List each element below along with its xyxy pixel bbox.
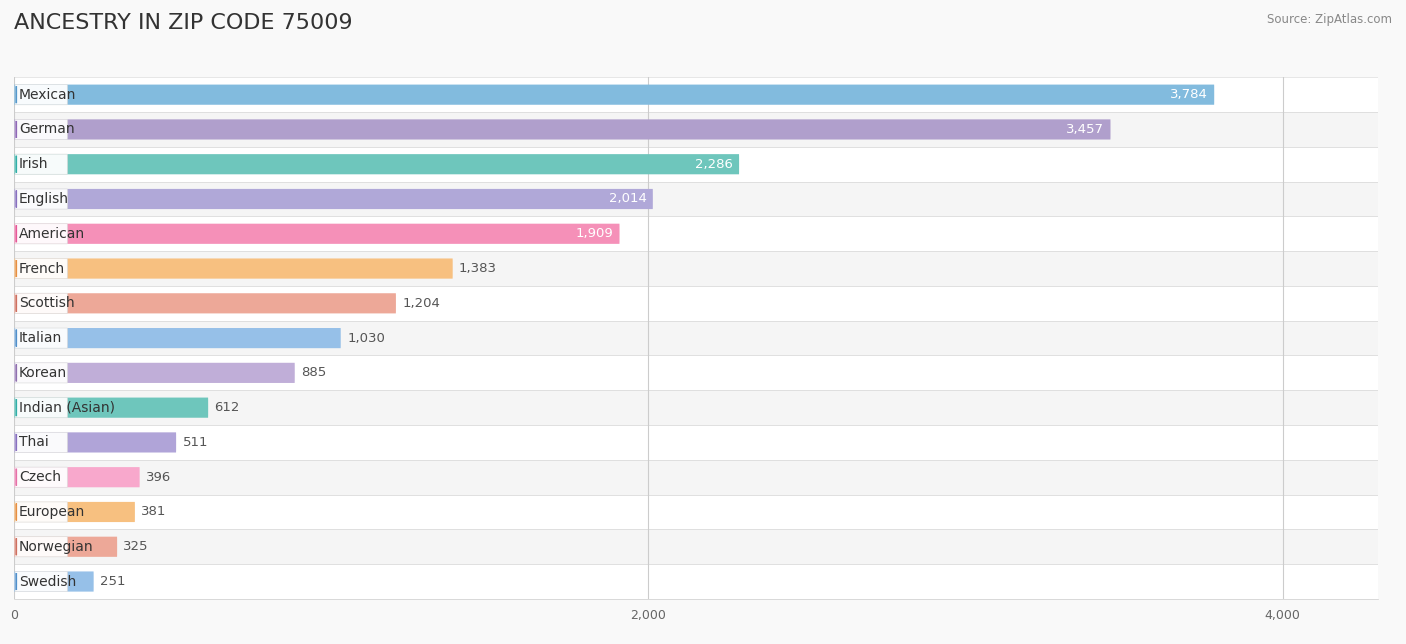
Bar bbox=[14, 77, 1378, 112]
Text: 1,204: 1,204 bbox=[402, 297, 440, 310]
FancyBboxPatch shape bbox=[14, 154, 740, 175]
FancyBboxPatch shape bbox=[15, 363, 67, 383]
FancyBboxPatch shape bbox=[14, 328, 340, 348]
FancyBboxPatch shape bbox=[15, 154, 67, 175]
Bar bbox=[14, 355, 1378, 390]
Text: 1,383: 1,383 bbox=[458, 262, 498, 275]
Text: American: American bbox=[18, 227, 86, 241]
Bar bbox=[14, 147, 1378, 182]
FancyBboxPatch shape bbox=[14, 119, 1111, 140]
FancyBboxPatch shape bbox=[14, 536, 117, 557]
Text: 612: 612 bbox=[215, 401, 240, 414]
Text: Czech: Czech bbox=[18, 470, 60, 484]
Text: Korean: Korean bbox=[18, 366, 67, 380]
FancyBboxPatch shape bbox=[15, 293, 67, 314]
Text: ANCESTRY IN ZIP CODE 75009: ANCESTRY IN ZIP CODE 75009 bbox=[14, 13, 353, 33]
Text: 1,909: 1,909 bbox=[575, 227, 613, 240]
Text: Thai: Thai bbox=[18, 435, 49, 450]
Text: 885: 885 bbox=[301, 366, 326, 379]
Text: European: European bbox=[18, 505, 86, 519]
Bar bbox=[14, 495, 1378, 529]
Bar bbox=[14, 564, 1378, 599]
Text: 381: 381 bbox=[141, 506, 167, 518]
Text: 3,457: 3,457 bbox=[1066, 123, 1104, 136]
FancyBboxPatch shape bbox=[14, 223, 620, 244]
FancyBboxPatch shape bbox=[14, 293, 396, 314]
Text: 396: 396 bbox=[146, 471, 172, 484]
Bar bbox=[14, 321, 1378, 355]
Text: 325: 325 bbox=[124, 540, 149, 553]
FancyBboxPatch shape bbox=[14, 571, 94, 592]
FancyBboxPatch shape bbox=[15, 432, 67, 453]
Text: Norwegian: Norwegian bbox=[18, 540, 94, 554]
FancyBboxPatch shape bbox=[14, 397, 208, 418]
Bar bbox=[14, 112, 1378, 147]
FancyBboxPatch shape bbox=[15, 258, 67, 279]
Bar bbox=[14, 251, 1378, 286]
FancyBboxPatch shape bbox=[14, 467, 139, 488]
Text: Scottish: Scottish bbox=[18, 296, 75, 310]
Text: English: English bbox=[18, 192, 69, 206]
FancyBboxPatch shape bbox=[14, 258, 453, 279]
FancyBboxPatch shape bbox=[15, 223, 67, 244]
FancyBboxPatch shape bbox=[15, 467, 67, 488]
Bar bbox=[14, 460, 1378, 495]
FancyBboxPatch shape bbox=[14, 189, 652, 209]
Bar bbox=[14, 182, 1378, 216]
FancyBboxPatch shape bbox=[14, 502, 135, 522]
Text: Swedish: Swedish bbox=[18, 574, 76, 589]
FancyBboxPatch shape bbox=[15, 397, 67, 418]
Text: 511: 511 bbox=[183, 436, 208, 449]
Bar bbox=[14, 529, 1378, 564]
Bar bbox=[14, 425, 1378, 460]
Text: French: French bbox=[18, 261, 65, 276]
FancyBboxPatch shape bbox=[15, 536, 67, 557]
FancyBboxPatch shape bbox=[14, 84, 1215, 105]
Bar bbox=[14, 286, 1378, 321]
FancyBboxPatch shape bbox=[15, 189, 67, 209]
FancyBboxPatch shape bbox=[15, 119, 67, 140]
Text: 2,014: 2,014 bbox=[609, 193, 647, 205]
Text: Source: ZipAtlas.com: Source: ZipAtlas.com bbox=[1267, 13, 1392, 26]
Bar bbox=[14, 216, 1378, 251]
Text: Indian (Asian): Indian (Asian) bbox=[18, 401, 115, 415]
FancyBboxPatch shape bbox=[15, 571, 67, 592]
FancyBboxPatch shape bbox=[15, 502, 67, 522]
Bar bbox=[14, 390, 1378, 425]
Text: 1,030: 1,030 bbox=[347, 332, 385, 345]
FancyBboxPatch shape bbox=[14, 363, 295, 383]
Text: Mexican: Mexican bbox=[18, 88, 76, 102]
FancyBboxPatch shape bbox=[15, 84, 67, 105]
FancyBboxPatch shape bbox=[14, 432, 176, 453]
Text: 2,286: 2,286 bbox=[695, 158, 733, 171]
Text: German: German bbox=[18, 122, 75, 137]
FancyBboxPatch shape bbox=[15, 328, 67, 348]
Text: 251: 251 bbox=[100, 575, 125, 588]
Text: 3,784: 3,784 bbox=[1170, 88, 1208, 101]
Text: Italian: Italian bbox=[18, 331, 62, 345]
Text: Irish: Irish bbox=[18, 157, 48, 171]
